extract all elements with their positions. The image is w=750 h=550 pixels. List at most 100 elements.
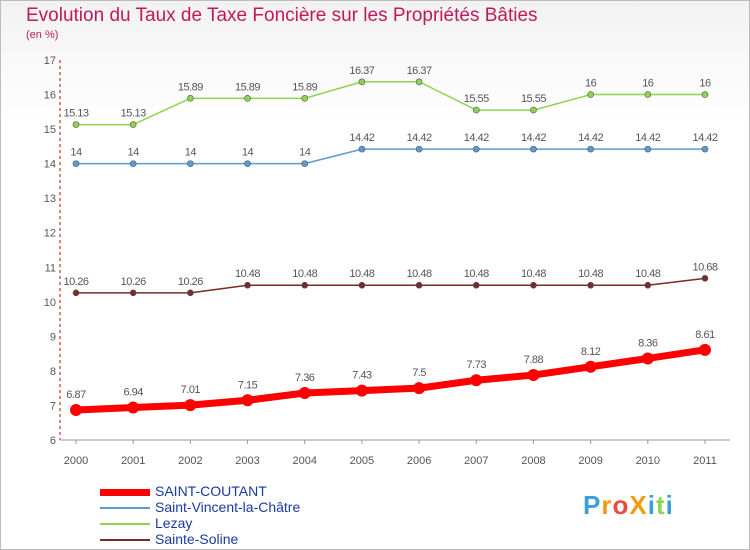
data-point [355, 384, 368, 397]
data-point [241, 394, 254, 407]
data-label: 14 [242, 147, 254, 159]
x-tick-label: 2003 [235, 455, 259, 467]
data-point [72, 121, 80, 128]
data-label: 14 [299, 147, 311, 159]
x-tick-label: 2002 [178, 455, 202, 467]
data-point [584, 360, 597, 373]
series-line-saint-coutant [72, 346, 709, 414]
data-point [530, 145, 537, 153]
data-label: 8.12 [581, 346, 601, 358]
data-label: 16 [642, 78, 654, 90]
y-tick-label: 8 [50, 366, 56, 378]
series-line-sainte-soline [75, 277, 706, 294]
y-tick-label: 15 [44, 124, 56, 136]
data-point [244, 160, 251, 167]
data-point [530, 281, 537, 289]
y-tick-label: 17 [44, 55, 56, 67]
data-point [72, 289, 80, 297]
y-tick-label: 9 [50, 331, 56, 343]
legend-swatch [100, 489, 150, 496]
data-label: 7.73 [467, 359, 487, 371]
logo-letter: X [629, 490, 648, 520]
x-tick-label: 2001 [121, 455, 145, 467]
data-label: 7.15 [238, 379, 258, 391]
y-tick-label: 16 [44, 90, 56, 102]
data-label: 15.55 [521, 93, 546, 105]
data-label: 7.36 [295, 372, 315, 384]
data-point [358, 281, 366, 289]
logo-letter: o [612, 490, 630, 520]
data-point [187, 95, 194, 102]
x-tick-label: 2011 [693, 455, 717, 467]
y-tick-label: 7 [50, 400, 56, 412]
data-point [358, 145, 366, 153]
data-point [129, 289, 137, 297]
data-label: 14.42 [349, 132, 374, 144]
data-label: 15.89 [235, 81, 260, 93]
data-label: 16.37 [349, 65, 374, 77]
data-point [70, 403, 82, 416]
data-point [641, 352, 654, 365]
legend-label: SAINT-COUTANT [155, 483, 267, 499]
chart-title: Evolution du Taux de Taxe Foncière sur l… [26, 5, 538, 26]
y-axis-unit-label: (en %) [26, 29, 59, 41]
data-label: 10.48 [407, 268, 432, 280]
data-label: 14.42 [692, 132, 717, 144]
legend-swatch [100, 523, 150, 525]
data-label: 7.88 [524, 354, 544, 366]
data-point [644, 145, 652, 153]
legend: SAINT-COUTANT Saint-Vincent-la-Châtre Le… [100, 483, 400, 548]
x-tick-label: 2006 [407, 455, 431, 467]
data-label: 7.01 [181, 384, 201, 396]
data-label: 10.48 [635, 268, 660, 280]
data-label: 15.13 [121, 108, 146, 120]
data-point [413, 382, 426, 395]
data-point [470, 374, 483, 387]
x-tick-label: 2007 [464, 455, 488, 467]
data-label: 8.36 [638, 337, 658, 349]
data-label: 14 [128, 147, 140, 159]
data-point [127, 401, 140, 414]
data-point [129, 121, 137, 128]
data-point [644, 281, 652, 289]
data-point [301, 95, 309, 102]
data-point [587, 145, 594, 153]
data-point [301, 281, 309, 289]
data-label: 10.48 [235, 268, 260, 280]
x-tick-label: 2004 [292, 455, 316, 467]
data-point [358, 78, 366, 86]
data-point [472, 145, 480, 153]
data-point [472, 106, 480, 114]
legend-swatch [100, 507, 150, 509]
data-label: 10.48 [578, 268, 603, 280]
data-label: 10.26 [178, 276, 203, 288]
legend-item: Sainte-Soline [100, 531, 400, 548]
data-point [187, 289, 194, 297]
x-tick-label: 2010 [636, 455, 660, 467]
data-point [415, 145, 423, 153]
data-point [530, 106, 537, 114]
data-label: 14 [185, 147, 197, 159]
x-tick-label: 2005 [350, 455, 374, 467]
y-tick-label: 13 [44, 193, 56, 205]
y-tick-label: 11 [45, 262, 56, 274]
data-label: 7.43 [352, 370, 372, 382]
data-label: 14 [70, 147, 82, 159]
data-label: 14.42 [521, 132, 546, 144]
data-point [701, 91, 709, 98]
data-label: 14.42 [635, 132, 660, 144]
data-point [699, 343, 711, 356]
data-label: 15.89 [292, 81, 317, 93]
data-label: 10.48 [521, 268, 546, 280]
data-label: 10.68 [692, 261, 717, 273]
data-point [187, 160, 194, 167]
y-tick-label: 14 [44, 159, 56, 171]
data-label: 14.42 [464, 132, 489, 144]
logo-letter: P [583, 490, 602, 520]
y-tick-label: 6 [50, 435, 56, 447]
logo-letter: t [655, 490, 666, 520]
x-tick-label: 2000 [64, 455, 88, 467]
proxiti-logo: ProXiti [583, 490, 674, 521]
legend-item: SAINT-COUTANT [100, 483, 400, 500]
